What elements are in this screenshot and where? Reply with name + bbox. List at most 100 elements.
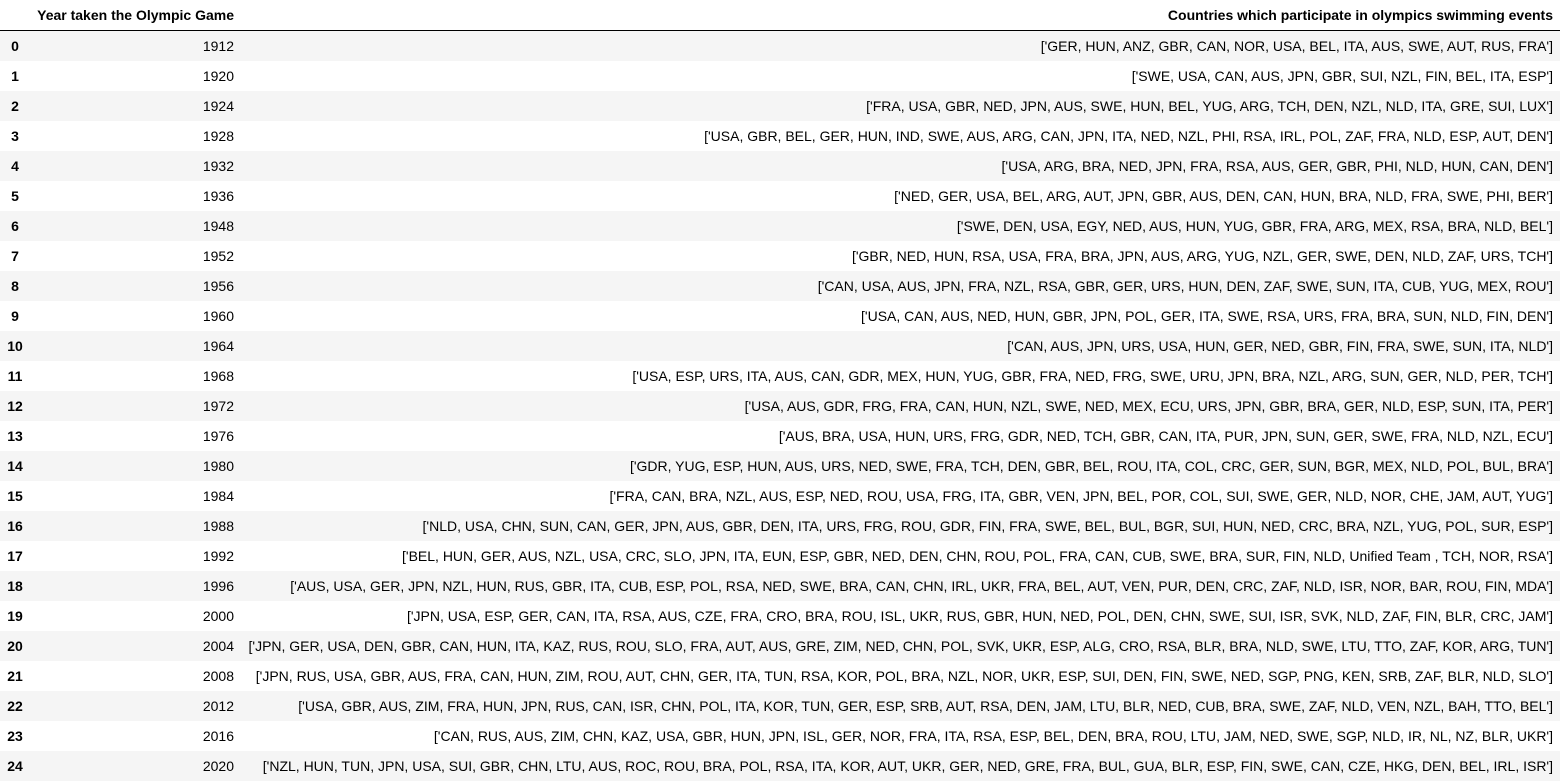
table-row: 15 1984 ['FRA, CAN, BRA, NZL, AUS, ESP, NE… [0, 481, 1560, 511]
year-cell: 1988 [202, 518, 234, 534]
countries-cell: ['USA, GBR, AUS, ZIM, FRA, HUN, JPN, RUS… [298, 698, 1553, 714]
table-row: 19 2000 ['JPN, USA, ESP, GER, CAN, ITA, RS… [0, 601, 1560, 631]
table-row: 7 1952 ['GBR, NED, HUN, RSA, USA, FRA, BRA… [0, 241, 1560, 271]
year-column-header: Year taken the Olympic Game [30, 0, 241, 31]
row-index: 21 [7, 668, 23, 684]
countries-cell: ['FRA, CAN, BRA, NZL, AUS, ESP, NED, ROU… [609, 488, 1553, 504]
countries-cell: ['CAN, USA, AUS, JPN, FRA, NZL, RSA, GBR… [817, 278, 1553, 294]
countries-cell: ['AUS, USA, GER, JPN, NZL, HUN, RUS, GBR… [290, 578, 1553, 594]
countries-cell: ['USA, AUS, GDR, FRG, FRA, CAN, HUN, NZL… [744, 398, 1553, 414]
year-cell: 1952 [202, 248, 234, 264]
year-cell: 1960 [202, 308, 234, 324]
row-index: 11 [7, 368, 23, 384]
row-index: 9 [11, 308, 19, 324]
row-index: 2 [11, 98, 19, 114]
table-row: 9 1960 ['USA, CAN, AUS, NED, HUN, GBR, JPN… [0, 301, 1560, 331]
year-cell: 1980 [202, 458, 234, 474]
year-cell: 2004 [202, 638, 234, 654]
row-index: 24 [7, 758, 23, 774]
year-cell: 1976 [202, 428, 234, 444]
year-cell: 2008 [202, 668, 234, 684]
row-index: 6 [11, 218, 19, 234]
countries-cell: ['USA, ESP, URS, ITA, AUS, CAN, GDR, MEX… [632, 368, 1553, 384]
row-index: 13 [7, 428, 23, 444]
row-index: 19 [7, 608, 23, 624]
countries-cell: ['AUS, BRA, USA, HUN, URS, FRG, GDR, NED… [778, 428, 1553, 444]
header-row: Year taken the Olympic Game Countries wh… [0, 0, 1560, 31]
table-row: 0 1912 ['GER, HUN, ANZ, GBR, CAN, NOR, USA… [0, 30, 1560, 61]
countries-cell: ['USA, ARG, BRA, NED, JPN, FRA, RSA, AUS… [1001, 158, 1553, 174]
year-cell: 1936 [202, 188, 234, 204]
year-cell: 1996 [202, 578, 234, 594]
year-cell: 1972 [202, 398, 234, 414]
row-index: 15 [7, 488, 23, 504]
table-body: 0 1912 ['GER, HUN, ANZ, GBR, CAN, NOR, USA… [0, 30, 1560, 781]
countries-cell: ['FRA, USA, GBR, NED, JPN, AUS, SWE, HUN… [866, 98, 1553, 114]
table-row: 14 1980 ['GDR, YUG, ESP, HUN, AUS, URS, NE… [0, 451, 1560, 481]
table-row: 20 2004 ['JPN, GER, USA, DEN, GBR, CAN, HU… [0, 631, 1560, 661]
countries-cell: ['USA, GBR, BEL, GER, HUN, IND, SWE, AUS… [704, 128, 1553, 144]
table-row: 12 1972 ['USA, AUS, GDR, FRG, FRA, CAN, HU… [0, 391, 1560, 421]
row-index: 0 [11, 38, 19, 54]
row-index: 1 [11, 68, 19, 84]
countries-cell: ['GBR, NED, HUN, RSA, USA, FRA, BRA, JPN… [851, 248, 1553, 264]
year-cell: 1992 [202, 548, 234, 564]
table-row: 13 1976 ['AUS, BRA, USA, HUN, URS, FRG, GD… [0, 421, 1560, 451]
row-index: 12 [7, 398, 23, 414]
row-index: 7 [11, 248, 19, 264]
table-row: 6 1948 ['SWE, DEN, USA, EGY, NED, AUS, HUN… [0, 211, 1560, 241]
year-cell: 1920 [202, 68, 234, 84]
index-column-header [0, 0, 30, 31]
table-row: 18 1996 ['AUS, USA, GER, JPN, NZL, HUN, RU… [0, 571, 1560, 601]
year-cell: 1948 [202, 218, 234, 234]
countries-cell: ['USA, CAN, AUS, NED, HUN, GBR, JPN, POL… [861, 308, 1553, 324]
year-cell: 1924 [202, 98, 234, 114]
year-cell: 2012 [202, 698, 234, 714]
countries-cell: ['BEL, HUN, GER, AUS, NZL, USA, CRC, SLO… [402, 548, 1553, 564]
table-row: 8 1956 ['CAN, USA, AUS, JPN, FRA, NZL, RSA… [0, 271, 1560, 301]
countries-cell: ['JPN, RUS, USA, GBR, AUS, FRA, CAN, HUN… [255, 668, 1553, 684]
countries-cell: ['NED, GER, USA, BEL, ARG, AUT, JPN, GBR… [894, 188, 1553, 204]
year-cell: 1928 [202, 128, 234, 144]
countries-column-header: Countries which participate in olympics … [241, 0, 1560, 31]
row-index: 8 [11, 278, 19, 294]
countries-cell: ['CAN, AUS, JPN, URS, USA, HUN, GER, NED… [1007, 338, 1553, 354]
countries-cell: ['SWE, DEN, USA, EGY, NED, AUS, HUN, YUG… [956, 218, 1553, 234]
row-index: 23 [7, 728, 23, 744]
row-index: 3 [11, 128, 19, 144]
year-cell: 1956 [202, 278, 234, 294]
table-row: 22 2012 ['USA, GBR, AUS, ZIM, FRA, HUN, JP… [0, 691, 1560, 721]
row-index: 18 [7, 578, 23, 594]
table-row: 11 1968 ['USA, ESP, URS, ITA, AUS, CAN, GD… [0, 361, 1560, 391]
table-row: 23 2016 ['CAN, RUS, AUS, ZIM, CHN, KAZ, US… [0, 721, 1560, 751]
row-index: 10 [7, 338, 23, 354]
table-row: 5 1936 ['NED, GER, USA, BEL, ARG, AUT, JPN… [0, 181, 1560, 211]
row-index: 16 [7, 518, 23, 534]
countries-cell: ['SWE, USA, CAN, AUS, JPN, GBR, SUI, NZL… [1131, 68, 1553, 84]
year-cell: 1964 [202, 338, 234, 354]
year-cell: 2000 [202, 608, 234, 624]
row-index: 14 [7, 458, 23, 474]
row-index: 22 [7, 698, 23, 714]
table-header: Year taken the Olympic Game Countries wh… [0, 0, 1560, 31]
countries-cell: ['CAN, RUS, AUS, ZIM, CHN, KAZ, USA, GBR… [433, 728, 1553, 744]
table-row: 2 1924 ['FRA, USA, GBR, NED, JPN, AUS, SWE… [0, 91, 1560, 121]
row-index: 20 [7, 638, 23, 654]
year-cell: 2016 [202, 728, 234, 744]
table-row: 1 1920 ['SWE, USA, CAN, AUS, JPN, GBR, SUI… [0, 61, 1560, 91]
countries-cell: ['NZL, HUN, TUN, JPN, USA, SUI, GBR, CHN… [262, 758, 1553, 774]
table-row: 17 1992 ['BEL, HUN, GER, AUS, NZL, USA, CR… [0, 541, 1560, 571]
countries-cell: ['GDR, YUG, ESP, HUN, AUS, URS, NED, SWE… [629, 458, 1553, 474]
row-index: 4 [11, 158, 19, 174]
countries-cell: ['JPN, USA, ESP, GER, CAN, ITA, RSA, AUS… [406, 608, 1553, 624]
table-row: 21 2008 ['JPN, RUS, USA, GBR, AUS, FRA, CA… [0, 661, 1560, 691]
countries-cell: ['JPN, GER, USA, DEN, GBR, CAN, HUN, ITA… [248, 638, 1554, 654]
table-row: 16 1988 ['NLD, USA, CHN, SUN, CAN, GER, JP… [0, 511, 1560, 541]
year-cell: 1984 [202, 488, 234, 504]
row-index: 17 [7, 548, 23, 564]
table-row: 24 2020 ['NZL, HUN, TUN, JPN, USA, SUI, GB… [0, 751, 1560, 781]
table-row: 3 1928 ['USA, GBR, BEL, GER, HUN, IND, SWE… [0, 121, 1560, 151]
year-cell: 1912 [202, 38, 234, 54]
countries-cell: ['GER, HUN, ANZ, GBR, CAN, NOR, USA, BEL… [1040, 38, 1553, 54]
